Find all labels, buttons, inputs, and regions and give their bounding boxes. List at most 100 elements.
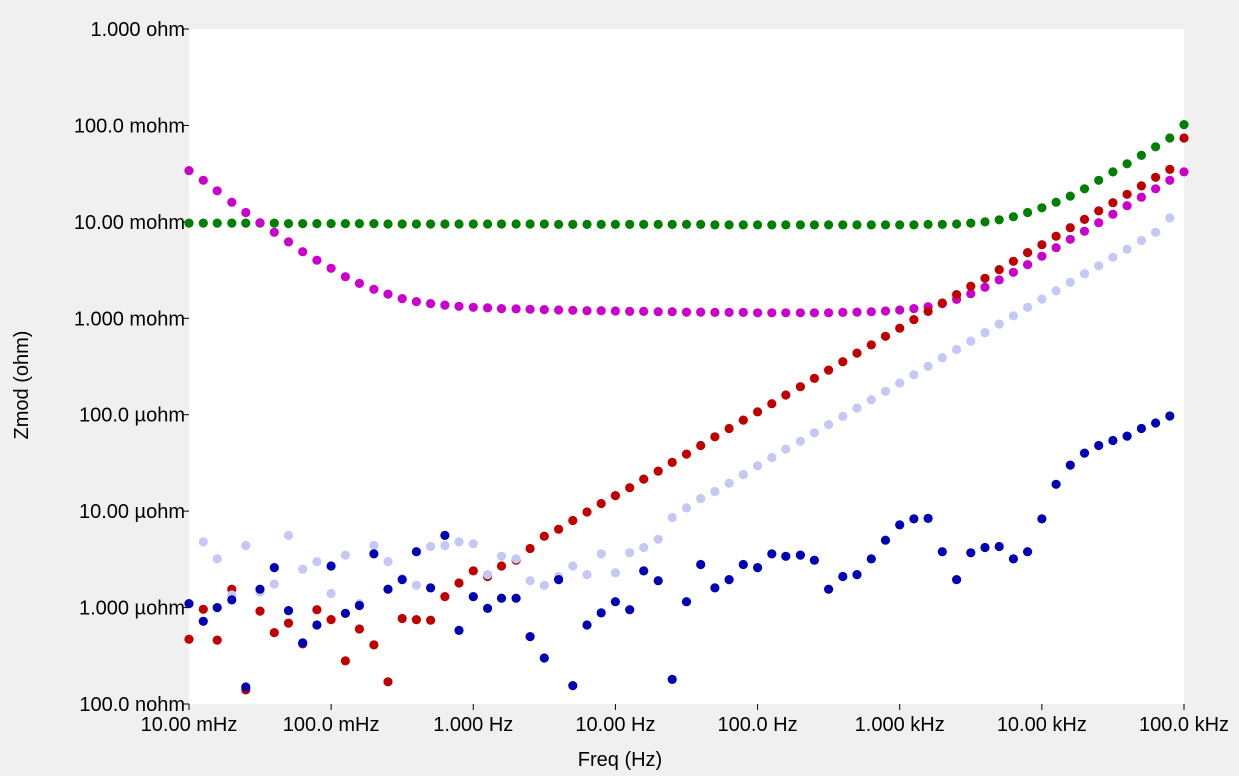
series-0 — [184, 120, 1189, 230]
data-point — [596, 608, 606, 618]
data-point — [568, 219, 578, 229]
data-point — [369, 549, 379, 559]
data-point — [496, 561, 507, 571]
data-point — [738, 559, 748, 570]
data-point — [895, 323, 905, 333]
data-point — [440, 219, 450, 229]
data-point — [937, 353, 947, 363]
data-point — [397, 294, 407, 304]
data-point — [952, 575, 962, 585]
y-tick-label: 1.000 µohm — [79, 598, 185, 620]
data-point — [880, 386, 891, 396]
data-point — [980, 217, 990, 227]
data-point — [1065, 277, 1075, 287]
data-point — [866, 307, 876, 317]
data-point — [710, 432, 720, 442]
data-point — [241, 682, 251, 692]
data-point — [326, 561, 336, 571]
data-point — [596, 219, 606, 229]
data-point — [369, 219, 379, 229]
data-point — [1136, 192, 1146, 202]
data-point — [326, 588, 336, 599]
data-point — [283, 237, 294, 247]
data-point — [1051, 231, 1061, 241]
data-point — [184, 166, 194, 176]
data-point — [1151, 184, 1161, 194]
data-point — [298, 564, 308, 574]
x-tick-label: 10.00 Hz — [575, 714, 655, 736]
data-point — [1079, 226, 1090, 236]
data-point — [241, 207, 251, 218]
series-4 — [184, 411, 1175, 692]
data-point — [1094, 206, 1104, 216]
data-point — [212, 554, 222, 564]
data-point — [681, 219, 692, 229]
data-point — [738, 220, 748, 230]
data-point — [866, 395, 876, 405]
data-point — [781, 220, 791, 230]
data-point — [525, 632, 535, 642]
data-point — [1079, 448, 1090, 458]
x-tick-label: 100.0 Hz — [718, 714, 798, 736]
series-2 — [184, 133, 1189, 695]
data-point — [639, 306, 649, 316]
data-point — [710, 307, 720, 317]
data-point — [667, 457, 677, 467]
data-point — [681, 597, 692, 607]
data-point — [610, 568, 621, 578]
data-point — [724, 220, 734, 230]
data-point — [1065, 234, 1075, 244]
data-point — [554, 524, 564, 534]
data-point — [354, 219, 364, 229]
data-point — [511, 593, 521, 603]
data-point — [227, 197, 237, 207]
data-point — [824, 584, 834, 594]
data-point — [539, 531, 549, 541]
data-point — [312, 219, 322, 229]
data-point — [241, 540, 251, 551]
data-point — [895, 520, 905, 530]
data-point — [724, 307, 734, 317]
data-point — [1179, 120, 1189, 130]
data-point — [269, 579, 279, 589]
y-tick-label: 10.00 mohm — [74, 212, 185, 234]
data-point — [610, 491, 621, 501]
data-point — [326, 263, 336, 273]
data-point — [1037, 203, 1047, 213]
data-point — [994, 265, 1004, 275]
data-point — [582, 507, 592, 517]
data-point — [383, 557, 393, 567]
data-point — [411, 297, 421, 307]
data-point — [312, 605, 322, 615]
data-point — [696, 559, 706, 570]
data-point — [312, 255, 322, 265]
data-point — [952, 290, 962, 300]
data-point — [895, 378, 905, 388]
data-point — [937, 219, 947, 229]
data-point — [625, 605, 635, 615]
data-point — [866, 220, 876, 230]
data-point — [1094, 261, 1104, 271]
data-point — [966, 548, 976, 558]
data-point — [1037, 251, 1047, 261]
data-point — [653, 534, 663, 544]
data-point — [496, 551, 507, 561]
data-point — [1179, 167, 1189, 177]
data-point — [866, 340, 876, 350]
data-point — [767, 308, 777, 318]
data-point — [454, 625, 464, 636]
data-point — [241, 218, 251, 228]
data-point — [525, 543, 535, 554]
data-point — [596, 498, 606, 509]
y-axis-ticks: 100.0 nohm 1.000 µohm 10.00 µohm 100.0 µohm… — [74, 19, 189, 716]
data-point — [753, 563, 763, 573]
data-point — [980, 542, 990, 553]
data-point — [767, 220, 777, 230]
data-point — [454, 219, 464, 229]
data-point — [625, 219, 635, 229]
data-point — [483, 570, 493, 580]
data-point — [298, 219, 308, 229]
data-point — [326, 615, 336, 625]
data-point — [1108, 252, 1118, 262]
data-point — [198, 175, 208, 185]
